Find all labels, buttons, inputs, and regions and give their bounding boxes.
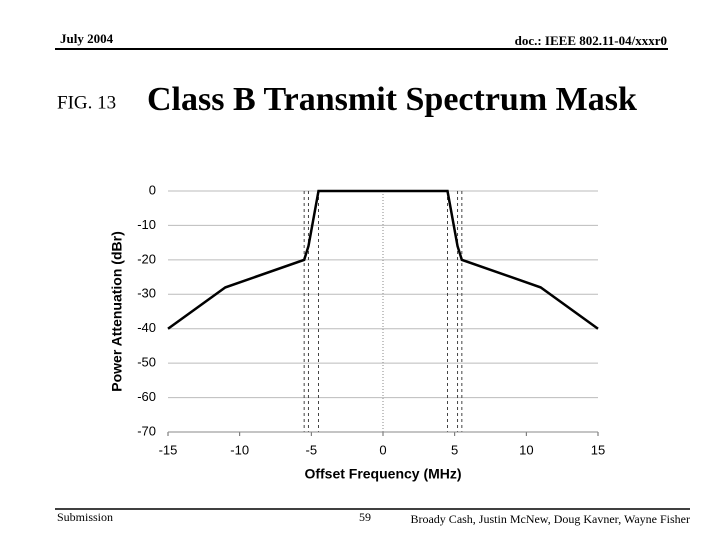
header-doc: doc.: IEEE 802.11-04/xxxr0 [515,33,667,48]
y-axis-label: Power Attenuation (dBr) [109,231,125,391]
page-number: 59 [359,510,371,524]
x-tick-label: 15 [591,442,605,457]
x-tick-label: 0 [379,442,386,457]
x-tick-label: -10 [230,442,249,457]
figure-label: FIG. 13 [57,92,116,113]
x-tick-label: -5 [306,442,318,457]
y-tick-label: -70 [137,423,156,438]
y-tick-label: -20 [137,251,156,266]
slide-title: Class B Transmit Spectrum Mask [147,81,637,118]
y-tick-label: -10 [137,217,156,232]
x-tick-label: 5 [451,442,458,457]
y-tick-label: 0 [149,182,156,197]
x-axis-label: Offset Frequency (MHz) [304,466,461,482]
x-tick-label: 10 [519,442,533,457]
footer-authors: Broady Cash, Justin McNew, Doug Kavner, … [410,512,690,526]
chart: 0-10-20-30-40-50-60-70-15 -10 -5 0 5 10 15Offs… [109,182,606,481]
y-tick-label: -30 [137,286,156,301]
footer-left: Submission [57,510,113,524]
y-tick-label: -50 [137,355,156,370]
y-tick-label: -40 [137,320,156,335]
x-tick-label: -15 [159,442,178,457]
header-date: July 2004 [60,31,114,46]
y-tick-label: -60 [137,389,156,404]
mask-line [167,189,599,330]
